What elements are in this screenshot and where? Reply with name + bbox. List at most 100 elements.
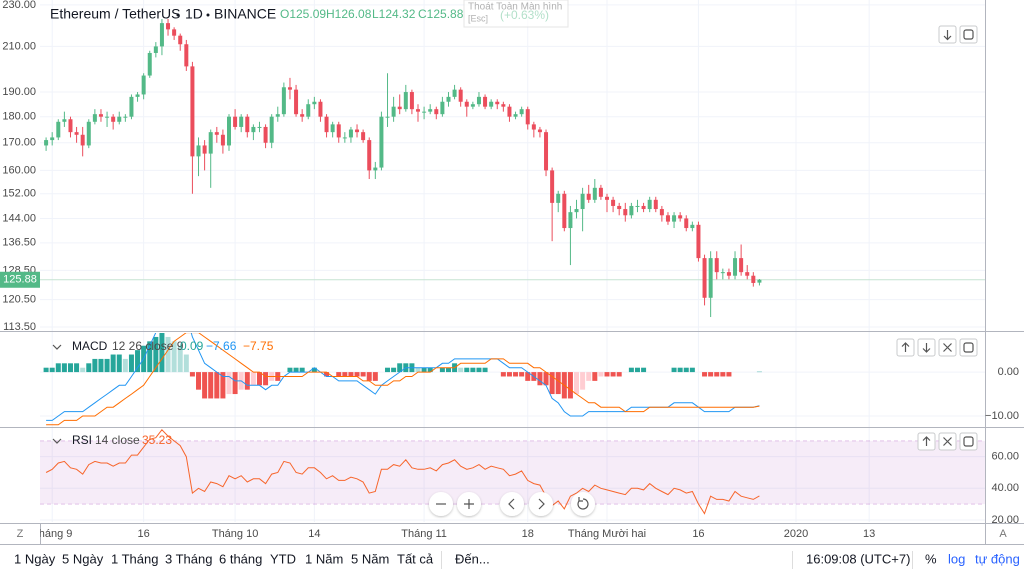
histogram-bar <box>427 367 433 373</box>
candle-body <box>483 96 488 107</box>
histogram-bar <box>55 363 61 373</box>
range-button[interactable]: 3 Tháng <box>165 551 212 566</box>
candle-body <box>147 52 152 76</box>
histogram-bar <box>360 372 366 377</box>
axis-button[interactable]: A <box>999 528 1007 540</box>
candle-body <box>62 119 67 122</box>
candle-body <box>172 29 177 36</box>
axis-button[interactable]: Z <box>17 528 24 540</box>
y-tick-label: 144.00 <box>2 212 36 224</box>
candle-body <box>300 114 305 117</box>
range-button[interactable]: YTD <box>270 551 296 566</box>
y-tick-label: 60.00 <box>991 451 1019 463</box>
histogram-bar <box>250 372 256 386</box>
macd-signal-value: −7.75 <box>243 339 274 353</box>
x-tick-label: 2020 <box>784 528 808 540</box>
auto-toggle[interactable]: tự động <box>975 551 1020 566</box>
separator-dot <box>206 13 210 17</box>
candle-body <box>342 137 347 139</box>
histogram-bar <box>385 367 391 373</box>
candle-body <box>50 137 55 141</box>
histogram-bar <box>311 367 317 373</box>
icon <box>943 30 952 41</box>
candle-body <box>373 167 378 171</box>
icon <box>508 498 515 510</box>
log-toggle[interactable]: log <box>948 551 965 566</box>
maximize-button[interactable] <box>959 25 978 44</box>
scroll-left-button[interactable] <box>500 492 524 516</box>
candle-body <box>586 193 591 200</box>
candle-body <box>141 75 146 95</box>
candle-body <box>696 224 701 259</box>
macd-params: 12 26 close 9 <box>112 339 184 353</box>
candle-body <box>129 96 134 117</box>
histogram-bar <box>500 372 506 377</box>
close-label: C125.88 <box>418 7 464 21</box>
low-label: L124.32 <box>372 7 416 21</box>
range-button[interactable]: 1 Năm <box>305 551 343 566</box>
histogram-bar <box>567 372 573 399</box>
histogram-bar <box>543 372 549 386</box>
range-button[interactable]: 1 Ngày <box>14 551 56 566</box>
candle-body <box>251 126 256 133</box>
y-tick-label: 180.00 <box>2 111 36 123</box>
candle-body <box>751 275 756 283</box>
histogram-bar <box>610 372 616 377</box>
goto-button[interactable]: Đến... <box>455 551 490 566</box>
maximize-button[interactable] <box>959 432 978 451</box>
candle-body <box>714 258 719 273</box>
histogram-bar <box>153 336 159 373</box>
histogram-bar <box>202 372 208 399</box>
icon <box>464 499 474 509</box>
percent-toggle[interactable]: % <box>925 551 937 566</box>
x-tick-label: Tháng Mười hai <box>568 528 646 540</box>
histogram-bar <box>616 372 622 377</box>
histogram-bar <box>165 336 171 373</box>
candle-body <box>92 114 97 122</box>
candle-body <box>434 109 439 115</box>
icon <box>963 29 974 40</box>
histogram-bar <box>720 372 726 377</box>
maximize-button[interactable] <box>959 338 978 357</box>
candle-body <box>672 215 677 222</box>
collapse-toggle[interactable] <box>52 438 62 444</box>
candle-body <box>123 116 128 118</box>
scroll-right-button[interactable] <box>529 492 553 516</box>
candle-body <box>348 129 353 138</box>
candle-body <box>544 132 549 171</box>
icon <box>963 436 974 447</box>
candle-body <box>367 140 372 171</box>
icon <box>943 437 952 446</box>
macd-line <box>46 333 760 421</box>
icon <box>901 342 910 352</box>
histogram-bar <box>244 372 250 390</box>
candles <box>40 19 985 318</box>
candle-body <box>98 114 103 117</box>
range-button[interactable]: 5 Năm <box>351 551 389 566</box>
candle-body <box>202 145 207 154</box>
candle-body <box>257 126 262 128</box>
histogram-bar <box>421 367 427 373</box>
histogram-bar <box>86 363 92 373</box>
range-button[interactable]: Tất cả <box>397 551 434 566</box>
histogram-bar <box>232 372 238 395</box>
range-button[interactable]: 6 tháng <box>219 551 262 566</box>
histogram-bar <box>189 372 195 377</box>
candle-body <box>690 224 695 229</box>
collapse-toggle[interactable] <box>52 344 62 350</box>
candle-body <box>476 96 481 105</box>
y-tick-label: 113.50 <box>3 321 36 333</box>
reset-button[interactable] <box>571 492 595 516</box>
candle-body <box>568 212 573 229</box>
range-button[interactable]: 5 Ngày <box>62 551 104 566</box>
y-tick-label: −10.00 <box>985 410 1019 422</box>
candle-body <box>178 35 183 45</box>
candle-body <box>68 119 73 133</box>
candle-body <box>391 106 396 117</box>
histogram-bar <box>555 372 561 395</box>
histogram-bar <box>470 367 476 373</box>
y-tick-label: 0.00 <box>998 366 1019 378</box>
histogram-bar <box>683 367 689 373</box>
range-button[interactable]: 1 Tháng <box>111 551 158 566</box>
candle-body <box>275 114 280 117</box>
